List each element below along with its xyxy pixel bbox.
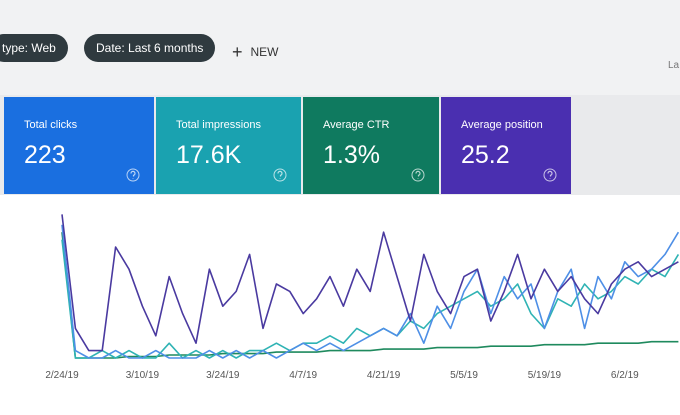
help-icon[interactable] (543, 168, 557, 182)
metric-label: Total impressions (176, 119, 261, 131)
metric-card[interactable]: Average CTR 1.3% (303, 97, 439, 194)
x-tick-label: 4/21/19 (367, 370, 401, 381)
series-line (61, 232, 679, 359)
x-tick-label: 3/10/19 (126, 370, 160, 381)
metric-card[interactable]: Average position 25.2 (441, 97, 571, 194)
series-line (61, 239, 680, 359)
series-line (61, 224, 680, 359)
chart: 2/24/19 3/10/19 3/24/19 4/7/19 4/21/19 5/5/19… (0, 195, 680, 415)
metric-value: 1.3% (323, 141, 380, 169)
toolbar: type: Web Date: Last 6 months + NEW La (0, 0, 680, 95)
new-button[interactable]: + NEW (232, 42, 279, 62)
metric-value: 25.2 (461, 141, 510, 169)
metric-value: 17.6K (176, 141, 242, 169)
x-tick-label: 3/24/19 (206, 370, 240, 381)
metric-card[interactable]: Total clicks 223 (4, 97, 154, 194)
help-icon[interactable] (126, 168, 140, 182)
metric-label: Average CTR (323, 119, 390, 131)
metric-label: Average position (461, 119, 543, 131)
new-label: NEW (250, 45, 279, 59)
series-line (61, 214, 679, 352)
metric-label: Total clicks (24, 119, 78, 131)
corner-text: La (668, 60, 680, 71)
filter-chip[interactable]: Date: Last 6 months (84, 34, 216, 62)
x-tick-label: 4/7/19 (289, 370, 317, 381)
x-tick-label: 2/24/19 (45, 370, 79, 381)
x-tick-label: 6/2/19 (611, 370, 639, 381)
help-icon[interactable] (273, 168, 287, 182)
filter-chip[interactable]: type: Web (0, 34, 68, 62)
x-tick-label: 5/19/19 (528, 370, 562, 381)
help-icon[interactable] (411, 168, 425, 182)
x-tick-label: 5/5/19 (450, 370, 478, 381)
metric-value: 223 (24, 141, 66, 169)
metric-card[interactable]: Total impressions 17.6K (156, 97, 301, 194)
